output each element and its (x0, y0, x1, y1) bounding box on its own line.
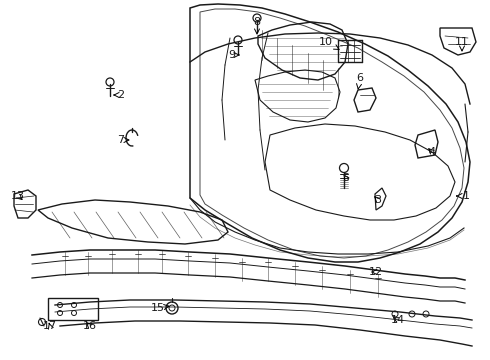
Text: 12: 12 (369, 267, 383, 277)
Text: 15: 15 (151, 303, 169, 313)
Text: 6: 6 (357, 73, 364, 89)
Text: 17: 17 (43, 321, 57, 331)
Text: 8: 8 (253, 17, 261, 34)
Text: 7: 7 (118, 135, 129, 145)
Text: 14: 14 (391, 315, 405, 325)
Text: 5: 5 (343, 173, 349, 183)
Text: 10: 10 (319, 37, 339, 49)
Text: 16: 16 (83, 321, 97, 331)
Text: 9: 9 (228, 50, 239, 60)
Text: 11: 11 (455, 37, 469, 51)
Text: 1: 1 (457, 191, 469, 201)
Text: 2: 2 (114, 90, 124, 100)
Text: 4: 4 (428, 147, 436, 157)
Text: 13: 13 (11, 191, 25, 201)
Text: 3: 3 (374, 195, 382, 205)
